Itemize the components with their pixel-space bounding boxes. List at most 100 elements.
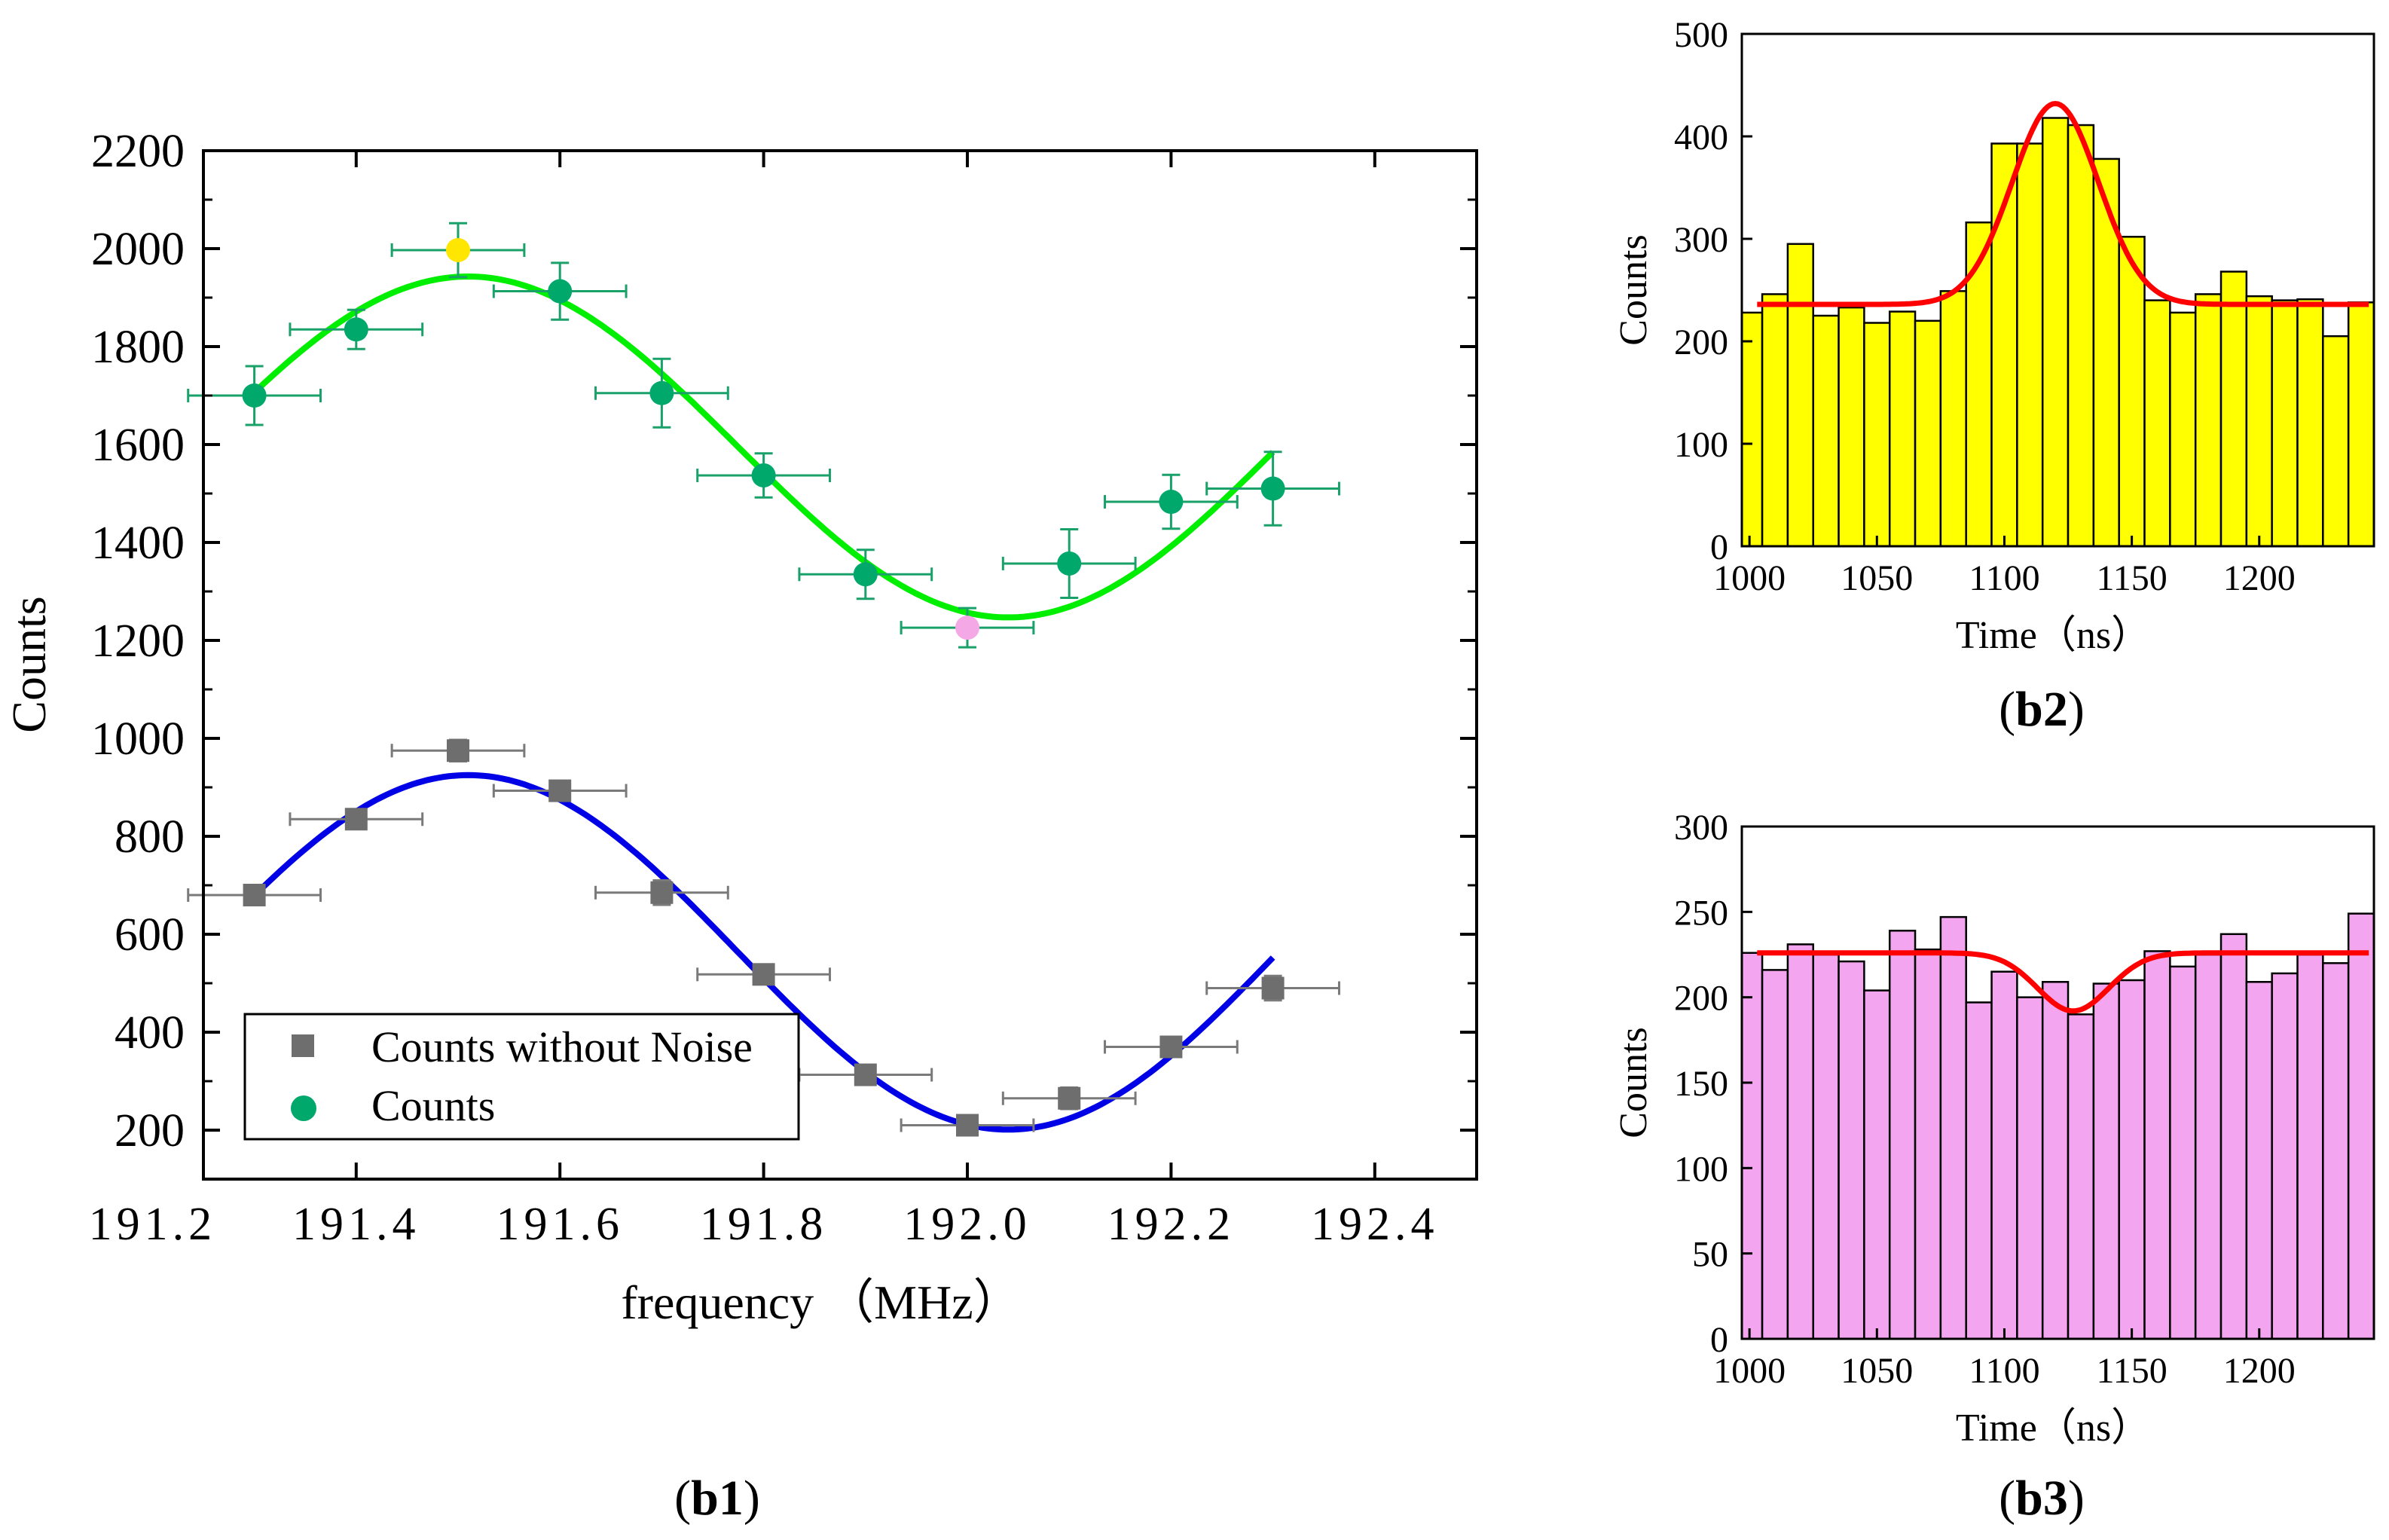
panel-b2-bar: [2347, 301, 2375, 548]
legend-box: [243, 1013, 800, 1141]
panel-b2-bar: [1812, 314, 1840, 548]
panel-b2-bar: [1786, 243, 1814, 548]
b1-y-tick-label: 200: [115, 1105, 185, 1157]
b1-fit-green-line: [252, 273, 1275, 621]
b2-panel-label: (b2): [1999, 682, 2085, 737]
panel-b2-y-tick-label: 100: [1674, 425, 1728, 465]
b1-point-counts-without-noise: [650, 881, 674, 904]
panel-b3-bar: [2169, 965, 2197, 1340]
b1-markers: [242, 237, 1285, 1137]
panel-b3-x-tick-label: 1050: [1841, 1351, 1913, 1391]
panel-b2-bar: [2296, 298, 2324, 548]
b1-ticks: 191.2 191.4 191.6 191.8 192.0 192.2 192.4 200 40…: [89, 126, 1477, 1250]
b1-y-tick-label: 2200: [91, 126, 185, 177]
panel-b2-bar: [1761, 293, 1789, 548]
b2-y-axis-title: Counts: [1612, 234, 1655, 345]
b1-y-axis-title: Counts: [2, 596, 56, 732]
panel-b2-bar: [1914, 319, 1942, 548]
b1-y-tick-label: 1800: [91, 322, 185, 373]
panel-b2-x-tick-label: 1050: [1841, 558, 1913, 598]
b1-y-tick-label: 1000: [91, 713, 185, 765]
panel-b3-bar: [2322, 962, 2350, 1340]
b1-point-counts-without-noise: [344, 808, 368, 831]
panel-b2-y-tick-label: 200: [1674, 322, 1728, 362]
b1-point-counts: [751, 463, 776, 487]
panel-b3-bar: [2219, 933, 2248, 1340]
panel-b2-bar: [2143, 299, 2171, 548]
b1-point-counts: [242, 383, 267, 408]
b1-fit-curves: [252, 273, 1275, 1133]
panel-b2-bar: [2271, 299, 2299, 548]
panel-b2-x-tick-label: 1000: [1713, 558, 1786, 598]
panel-b2-bar: [2219, 270, 2248, 548]
panel-b1: 191.2 191.4 191.6 191.8 192.0 192.2 192.4 200 40…: [2, 126, 1478, 1526]
panel-b3-bar: [1740, 952, 1764, 1340]
b2-plot-frame: [1740, 32, 2375, 548]
b1-x-axis-title: frequency （MHz）: [621, 1276, 1021, 1329]
b1-point-counts: [548, 279, 573, 304]
b1-x-tick-label: 191.2: [89, 1199, 217, 1250]
panel-b3-bar: [1863, 989, 1891, 1340]
panel-b3-bar: [2245, 981, 2273, 1340]
panel-b3-bar: [2347, 912, 2375, 1340]
b3-panel-label: (b3): [1999, 1471, 2085, 1526]
panel-b2-bar: [2245, 295, 2273, 548]
b2-x-axis-title: Time（ns）: [1956, 614, 2150, 657]
panel-b3-x-tick-label: 1000: [1713, 1351, 1786, 1391]
panel-b3-x-tick-label: 1150: [2096, 1351, 2167, 1391]
panel-b3-bar: [2118, 979, 2146, 1340]
panel-b2-bar: [1965, 221, 1993, 548]
panel-b3-y-tick-label: 300: [1674, 808, 1728, 848]
b3-x-axis-title: Time（ns）: [1956, 1407, 2150, 1450]
b1-x-tick-label: 192.2: [1107, 1199, 1236, 1250]
panel-b2-y-tick-label: 0: [1710, 527, 1728, 567]
panel-b3-y-tick-label: 250: [1674, 893, 1728, 933]
b1-y-tick-label: 1200: [91, 616, 185, 667]
panel-b2-bar: [1939, 290, 1967, 548]
panel-b2-bar: [1863, 322, 1891, 548]
b3-ticks: 1000 1050 1100 1150 1200 0 50 100 150 200 250 300: [1674, 808, 2296, 1391]
b1-point-counts: [853, 562, 878, 587]
panel-b2-bar: [2092, 157, 2120, 548]
panel-b2-y-tick-label: 300: [1674, 220, 1728, 260]
b1-x-tick-label: 191.8: [700, 1199, 828, 1250]
panel-b2: 1000 1050 1100 1150 1200 0 100 200 300 400 500 Cou…: [1612, 15, 2375, 737]
panel-b2-x-tick-label: 1150: [2096, 558, 2167, 598]
panel-b3-bar: [2271, 972, 2299, 1340]
panel-b3-y-tick-label: 100: [1674, 1149, 1728, 1189]
b1-point-counts-without-noise: [447, 739, 469, 762]
panel-b3-x-tick-label: 1100: [1969, 1351, 2039, 1391]
b2-gaussian-fit-line: [1757, 100, 2369, 307]
panel-b2-bar: [1888, 310, 1917, 548]
panel-b3-bar: [2194, 953, 2223, 1340]
panel-b3-bar: [2092, 982, 2120, 1340]
panel-b2-bar: [2322, 335, 2350, 548]
panel-b2-bar: [2016, 142, 2044, 548]
panel-b3-bar: [1990, 970, 2018, 1340]
b1-point-counts-without-noise: [752, 963, 775, 986]
panel-b3-x-tick-label: 1200: [2223, 1351, 2296, 1391]
panel-b3-bar: [1838, 960, 1865, 1340]
legend-label-counts-without-noise: Counts without Noise: [371, 1022, 753, 1071]
panel-b3-bar: [2296, 953, 2324, 1340]
b1-point-counts-without-noise: [854, 1063, 877, 1086]
b1-y-tick-label: 600: [115, 909, 185, 961]
legend-label-counts: Counts: [371, 1081, 495, 1130]
panel-b3-y-tick-label: 0: [1710, 1320, 1728, 1360]
panel-b2-bar: [2118, 236, 2146, 548]
b1-point-counts: [1057, 551, 1082, 576]
panel-b3-bar: [2067, 1013, 2095, 1340]
panel-b2-bar: [2067, 124, 2095, 548]
b3-bars: [1740, 912, 2375, 1340]
b1-x-tick-label: 191.6: [496, 1199, 624, 1250]
b1-point-counts: [649, 380, 674, 405]
b1-legend: Counts without Noise Counts: [243, 1013, 800, 1141]
b3-gaussian-fit-line: [1757, 950, 2369, 1014]
panel-b2-y-tick-label: 400: [1674, 118, 1728, 157]
panel-b2-y-tick-label: 500: [1674, 15, 1728, 55]
panel-b3-y-tick-label: 150: [1674, 1064, 1728, 1104]
b1-x-tick-label: 192.0: [903, 1199, 1031, 1250]
panel-b2-bar: [1740, 311, 1764, 548]
b1-x-tick-label: 192.4: [1311, 1199, 1439, 1250]
